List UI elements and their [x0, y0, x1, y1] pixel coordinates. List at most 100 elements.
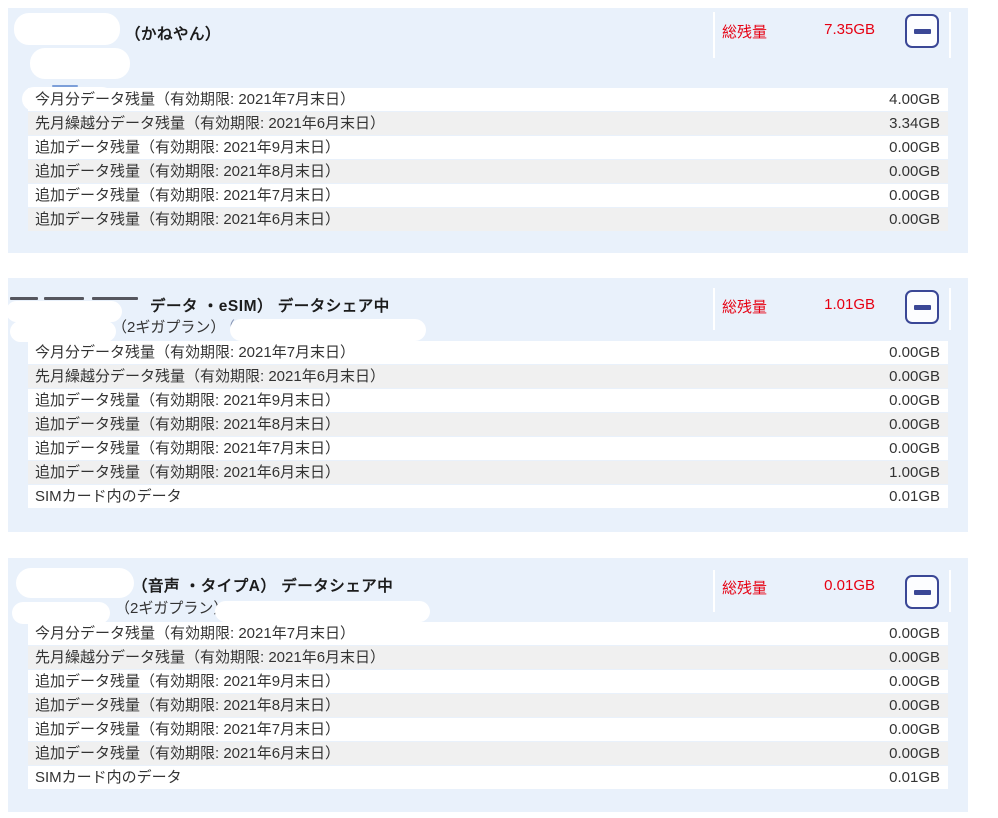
row-value: 0.01GB: [889, 488, 940, 505]
collapse-button[interactable]: [905, 575, 939, 609]
table-row: 追加データ残量（有効期限: 2021年7月末日） 0.00GB: [28, 718, 948, 741]
total-remaining-label: 総残量: [722, 24, 768, 41]
table-row: 今月分データ残量（有効期限: 2021年7月末日） 0.00GB: [28, 341, 948, 364]
header-divider: [713, 12, 715, 58]
row-value: 0.00GB: [889, 649, 940, 666]
total-remaining-label: 総残量: [722, 580, 768, 597]
table-row: 追加データ残量（有効期限: 2021年8月末日） 0.00GB: [28, 694, 948, 717]
sim-panel-1: （かねやん） 総残量 7.35GB 今月分データ残量（有効期限: 2021年7月…: [8, 8, 968, 253]
total-remaining-value: 7.35GB: [824, 21, 875, 38]
header-divider: [949, 12, 951, 58]
redaction-blob: [6, 301, 122, 322]
row-value: 0.00GB: [889, 211, 940, 228]
row-value: 0.00GB: [889, 673, 940, 690]
table-row: 追加データ残量（有効期限: 2021年8月末日） 0.00GB: [28, 160, 948, 183]
row-label: 先月繰越分データ残量（有効期限: 2021年6月末日）: [35, 649, 386, 666]
row-label: 今月分データ残量（有効期限: 2021年7月末日）: [35, 344, 356, 361]
redacted-text-remnant: [44, 297, 84, 300]
redacted-link-remnant: [52, 85, 78, 87]
sim-title: （かねやん）: [125, 26, 222, 43]
row-label: 追加データ残量（有効期限: 2021年7月末日）: [35, 721, 341, 738]
row-label: 先月繰越分データ残量（有効期限: 2021年6月末日）: [35, 368, 386, 385]
table-row: SIMカード内のデータ 0.01GB: [28, 485, 948, 508]
row-label: 追加データ残量（有効期限: 2021年6月末日）: [35, 464, 341, 481]
row-value: 0.00GB: [889, 745, 940, 762]
table-row: 先月繰越分データ残量（有効期限: 2021年6月末日） 3.34GB: [28, 112, 948, 135]
redaction-blob: [16, 568, 134, 598]
table-row: 先月繰越分データ残量（有効期限: 2021年6月末日） 0.00GB: [28, 365, 948, 388]
table-row: 追加データ残量（有効期限: 2021年7月末日） 0.00GB: [28, 184, 948, 207]
minus-icon: [913, 589, 931, 595]
row-label: 追加データ残量（有効期限: 2021年8月末日）: [35, 416, 341, 433]
row-label: 追加データ残量（有効期限: 2021年7月末日）: [35, 187, 341, 204]
redaction-blob: [14, 13, 120, 45]
table-row: 追加データ残量（有効期限: 2021年9月末日） 0.00GB: [28, 136, 948, 159]
redaction-blob: [10, 321, 116, 342]
row-label: 追加データ残量（有効期限: 2021年7月末日）: [35, 440, 341, 457]
row-value: 0.00GB: [889, 440, 940, 457]
sim-panel-2: データ ・eSIM） データシェア中 （2ギガプラン） （ 総残量 1.01GB…: [6, 278, 968, 532]
table-row: 追加データ残量（有効期限: 2021年9月末日） 0.00GB: [28, 389, 948, 412]
row-value: 0.00GB: [889, 344, 940, 361]
header-divider: [949, 570, 951, 612]
table-row: 今月分データ残量（有効期限: 2021年7月末日） 0.00GB: [28, 622, 948, 645]
table-row: SIMカード内のデータ 0.01GB: [28, 766, 948, 789]
table-row: 追加データ残量（有効期限: 2021年7月末日） 0.00GB: [28, 437, 948, 460]
row-label: 追加データ残量（有効期限: 2021年8月末日）: [35, 163, 341, 180]
sim-title: （音声 ・タイプA） データシェア中: [132, 578, 394, 595]
row-value: 0.00GB: [889, 368, 940, 385]
row-value: 0.00GB: [889, 416, 940, 433]
row-value: 0.00GB: [889, 721, 940, 738]
row-value: 1.00GB: [889, 464, 940, 481]
header-divider: [713, 288, 715, 330]
plan-subtitle: （2ギガプラン）: [115, 600, 229, 617]
table-row: 追加データ残量（有効期限: 2021年6月末日） 0.00GB: [28, 208, 948, 231]
row-label: 今月分データ残量（有効期限: 2021年7月末日）: [35, 91, 356, 108]
redaction-blob: [12, 602, 110, 624]
redacted-text-remnant: [10, 297, 38, 300]
row-label: 追加データ残量（有効期限: 2021年8月末日）: [35, 697, 341, 714]
minus-icon: [913, 28, 931, 34]
plan-subtitle: （2ギガプラン）: [112, 319, 226, 336]
table-row: 追加データ残量（有効期限: 2021年6月末日） 0.00GB: [28, 742, 948, 765]
data-rows: 今月分データ残量（有効期限: 2021年7月末日） 0.00GB 先月繰越分デー…: [28, 622, 948, 790]
table-row: 先月繰越分データ残量（有効期限: 2021年6月末日） 0.00GB: [28, 646, 948, 669]
row-label: 今月分データ残量（有効期限: 2021年7月末日）: [35, 625, 356, 642]
table-row: 追加データ残量（有効期限: 2021年8月末日） 0.00GB: [28, 413, 948, 436]
row-value: 0.00GB: [889, 163, 940, 180]
total-remaining-label: 総残量: [722, 299, 768, 316]
minus-icon: [913, 304, 931, 310]
redaction-blob: [215, 601, 430, 622]
row-value: 0.00GB: [889, 625, 940, 642]
header-divider: [713, 570, 715, 612]
data-rows: 今月分データ残量（有効期限: 2021年7月末日） 0.00GB 先月繰越分デー…: [28, 341, 948, 509]
table-row: 追加データ残量（有効期限: 2021年9月末日） 0.00GB: [28, 670, 948, 693]
row-label: 追加データ残量（有効期限: 2021年6月末日）: [35, 745, 341, 762]
table-row: 今月分データ残量（有効期限: 2021年7月末日） 4.00GB: [28, 88, 948, 111]
row-value: 4.00GB: [889, 91, 940, 108]
sim-title: データ ・eSIM） データシェア中: [150, 298, 390, 315]
row-value: 0.01GB: [889, 769, 940, 786]
row-value: 0.00GB: [889, 187, 940, 204]
total-remaining-value: 0.01GB: [824, 577, 875, 594]
row-value: 0.00GB: [889, 139, 940, 156]
row-label: 追加データ残量（有効期限: 2021年6月末日）: [35, 211, 341, 228]
row-value: 0.00GB: [889, 697, 940, 714]
row-label: 先月繰越分データ残量（有効期限: 2021年6月末日）: [35, 115, 386, 132]
redaction-blob: [30, 48, 130, 79]
header-divider: [949, 288, 951, 330]
row-label: 追加データ残量（有効期限: 2021年9月末日）: [35, 673, 341, 690]
data-rows: 今月分データ残量（有効期限: 2021年7月末日） 4.00GB 先月繰越分デー…: [28, 88, 948, 232]
collapse-button[interactable]: [905, 14, 939, 48]
row-label: SIMカード内のデータ: [35, 769, 182, 786]
table-row: 追加データ残量（有効期限: 2021年6月末日） 1.00GB: [28, 461, 948, 484]
collapse-button[interactable]: [905, 290, 939, 324]
total-remaining-value: 1.01GB: [824, 296, 875, 313]
redaction-blob: [230, 319, 426, 341]
row-value: 3.34GB: [889, 115, 940, 132]
row-label: 追加データ残量（有効期限: 2021年9月末日）: [35, 392, 341, 409]
row-label: SIMカード内のデータ: [35, 488, 182, 505]
row-value: 0.00GB: [889, 392, 940, 409]
row-label: 追加データ残量（有効期限: 2021年9月末日）: [35, 139, 341, 156]
sim-panel-3: （音声 ・タイプA） データシェア中 （2ギガプラン） 総残量 0.01GB 今…: [8, 558, 968, 812]
